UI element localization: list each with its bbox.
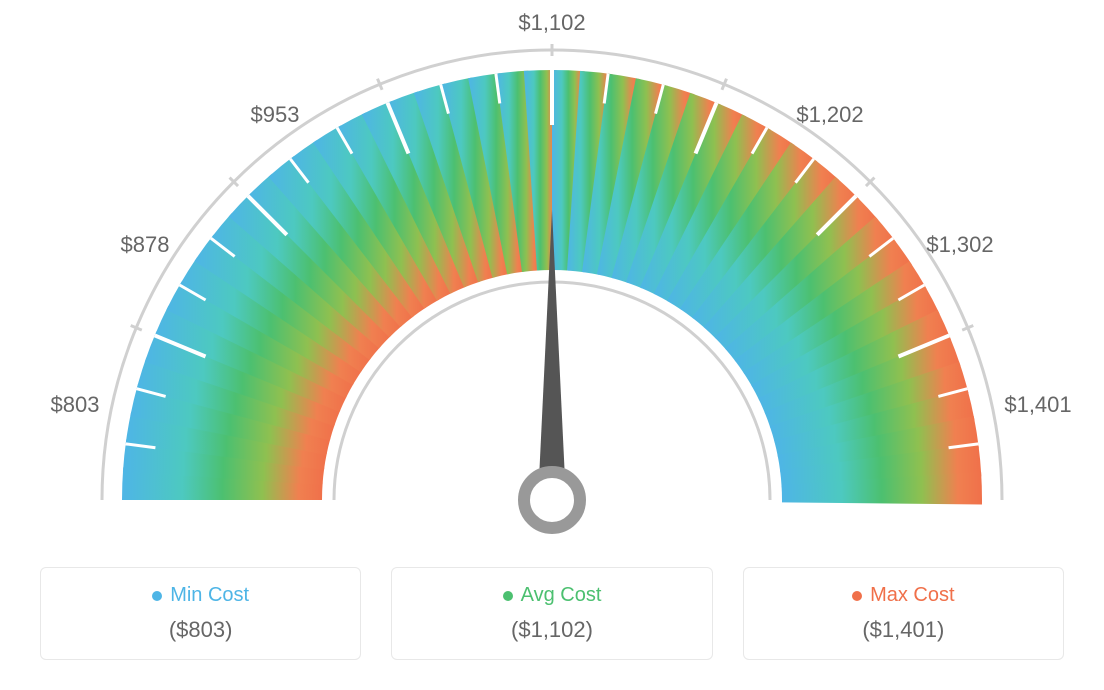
max-cost-label: Max Cost <box>870 584 954 607</box>
max-cost-value: ($1,401) <box>764 617 1043 643</box>
min-cost-value: ($803) <box>61 617 340 643</box>
min-cost-dot <box>152 591 162 601</box>
gauge-tick-label: $1,202 <box>796 102 863 128</box>
gauge-tick-label: $1,302 <box>926 232 993 258</box>
footer: Min Cost ($803) Avg Cost ($1,102) Max Co… <box>40 567 1064 660</box>
avg-cost-label-row: Avg Cost <box>412 584 691 607</box>
avg-cost-label: Avg Cost <box>521 584 602 607</box>
min-cost-label-row: Min Cost <box>61 584 340 607</box>
gauge-svg <box>0 0 1104 560</box>
min-cost-label: Min Cost <box>170 584 249 607</box>
avg-cost-card: Avg Cost ($1,102) <box>391 567 712 660</box>
max-cost-label-row: Max Cost <box>764 584 1043 607</box>
max-cost-dot <box>852 591 862 601</box>
avg-cost-dot <box>503 591 513 601</box>
avg-cost-value: ($1,102) <box>412 617 691 643</box>
gauge-tick-label: $803 <box>51 392 100 418</box>
gauge-tick-label: $953 <box>251 102 300 128</box>
gauge-outline-tick <box>962 325 973 330</box>
max-cost-card: Max Cost ($1,401) <box>743 567 1064 660</box>
gauge-outline-tick <box>377 79 382 90</box>
gauge-outline-tick <box>722 79 727 90</box>
min-cost-card: Min Cost ($803) <box>40 567 361 660</box>
gauge-outline-tick <box>131 325 142 330</box>
gauge-hub <box>524 472 580 528</box>
gauge-area: $803 $878 $953 $1,102 $1,202 $1,302 $1,401 <box>0 0 1104 560</box>
gauge-tick-label: $878 <box>121 232 170 258</box>
cost-gauge-chart: $803 $878 $953 $1,102 $1,202 $1,302 $1,401 Min… <box>0 0 1104 690</box>
gauge-tick-label: $1,102 <box>518 10 585 36</box>
gauge-tick-label: $1,401 <box>1004 392 1071 418</box>
